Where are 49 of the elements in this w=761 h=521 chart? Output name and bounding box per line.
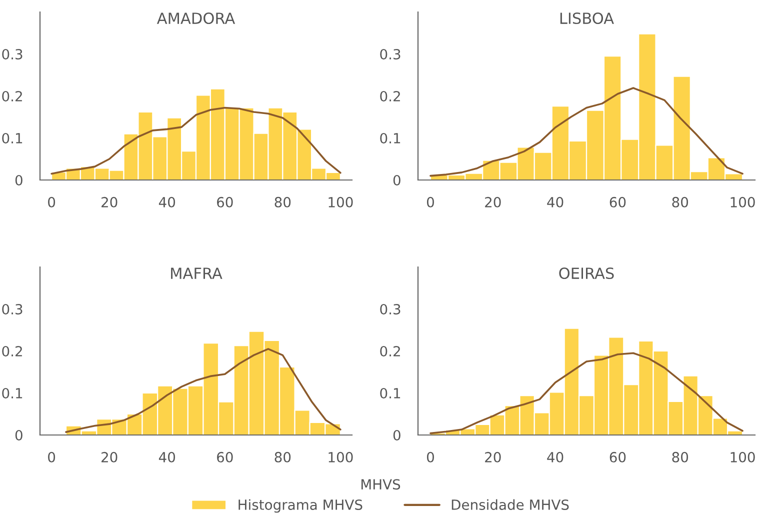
x-tick-label: 100 — [730, 452, 755, 462]
y-tick-label: 0.2 — [2, 90, 22, 102]
legend-label: Histograma MHVS — [238, 499, 362, 513]
x-tick-label: 60 — [610, 452, 626, 462]
x-tick-label: 40 — [547, 452, 564, 462]
x-tick-label: 40 — [547, 196, 564, 208]
y-tick-label: 0.2 — [2, 346, 22, 356]
x-tick-label: 100 — [328, 452, 353, 462]
line-series — [65, 348, 342, 433]
x-tick-label: 100 — [328, 196, 353, 208]
chart-title: MAFRA — [171, 268, 222, 279]
x-tick-label: 80 — [274, 196, 291, 208]
y-tick-label: 0 — [393, 430, 400, 440]
chart-title: LISBOA — [560, 12, 614, 24]
y-tick-label: 0.3 — [380, 304, 400, 314]
line-series — [430, 352, 744, 434]
x-tick-label: 60 — [217, 452, 233, 462]
x-tick-label: 20 — [102, 452, 118, 462]
x-tick-label: 20 — [485, 196, 501, 208]
y-tick-label: 0.1 — [2, 388, 22, 398]
x-tick-label: 80 — [672, 452, 688, 462]
x-tick-label: 60 — [217, 196, 233, 208]
x-tick-label: 80 — [672, 196, 688, 208]
x-tick-label: 0 — [426, 196, 434, 208]
y-tick-label: 0 — [15, 430, 22, 440]
y-tick-label: 0.3 — [2, 48, 22, 60]
y-tick-label: 0.1 — [380, 132, 400, 144]
y-tick-label: 0.3 — [2, 304, 22, 314]
chart-title: OEIRAS — [559, 267, 614, 280]
x-tick-label: 60 — [610, 196, 626, 208]
x-tick-label: 100 — [730, 196, 755, 208]
x-tick-label: 0 — [426, 452, 434, 462]
x-tick-label: 20 — [485, 452, 501, 462]
chart-title: AMADORA — [156, 12, 236, 24]
y-tick-label: 0 — [15, 174, 22, 186]
x-tick-label: 20 — [102, 196, 118, 208]
y-tick-label: 0.1 — [2, 132, 22, 144]
x-tick-label: 80 — [274, 452, 291, 462]
legend-title: MHVS — [361, 479, 400, 490]
y-tick-label: 0.3 — [380, 48, 400, 60]
y-tick-label: 0.1 — [380, 388, 400, 398]
x-tick-label: 40 — [158, 452, 176, 462]
x-tick-label: 0 — [48, 196, 56, 208]
legend-label: Densidade MHVS — [452, 499, 569, 510]
y-tick-label: 0 — [393, 174, 400, 186]
x-tick-label: 0 — [48, 452, 56, 462]
x-tick-label: 40 — [158, 196, 176, 208]
y-tick-label: 0.2 — [380, 346, 400, 356]
y-tick-label: 0.2 — [380, 90, 400, 102]
